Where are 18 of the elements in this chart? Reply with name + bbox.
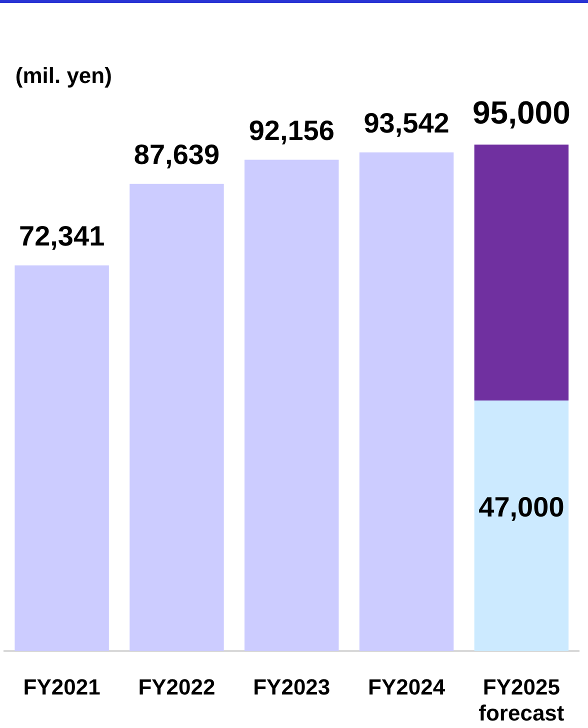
x-tick-label: FY2021 [23,674,100,700]
x-tick-label: FY2025 forecast [478,674,565,726]
x-tick-label: FY2023 [253,674,330,700]
x-tick-label: FY2024 [368,674,446,700]
data-label: 93,542 [364,107,450,138]
bar [130,184,224,651]
bar [14,265,109,651]
y-axis-title: (mil. yen) [15,63,112,88]
x-tick-label: FY2022 [138,674,216,700]
total-label: 95,000 [472,94,570,131]
data-label: 92,156 [248,114,334,146]
data-label: 87,639 [134,138,220,170]
bar [474,144,569,400]
data-label: 72,341 [18,220,105,252]
data-label: 47,000 [478,491,564,522]
bar [244,160,339,651]
bar [474,400,569,651]
bar [359,152,454,651]
